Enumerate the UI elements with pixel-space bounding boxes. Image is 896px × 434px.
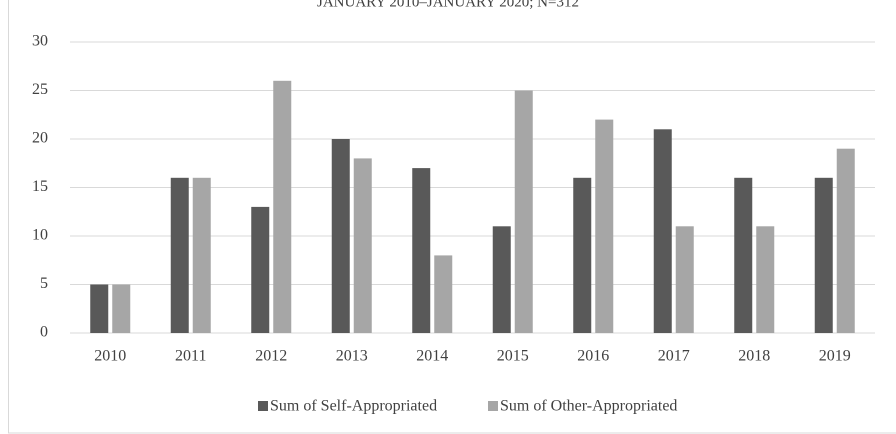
bar <box>653 129 672 333</box>
bar <box>836 148 855 333</box>
y-tick-label: 30 <box>32 33 48 50</box>
bar <box>434 255 453 333</box>
bar <box>814 177 833 333</box>
bar <box>573 177 592 333</box>
bar <box>514 90 533 333</box>
bar <box>756 226 775 333</box>
bar <box>734 177 753 333</box>
x-tick-label: 2014 <box>416 348 448 365</box>
y-tick-label: 15 <box>32 178 48 195</box>
bar <box>595 119 614 333</box>
legend-swatch <box>258 401 268 411</box>
bar <box>353 158 372 333</box>
x-tick-label: 2016 <box>577 348 609 365</box>
x-tick-label: 2011 <box>175 348 206 365</box>
bar <box>412 168 431 333</box>
bar <box>492 226 511 333</box>
bar <box>170 177 189 333</box>
y-tick-label: 20 <box>32 130 48 147</box>
y-tick-label: 0 <box>40 324 48 341</box>
y-tick-label: 10 <box>32 227 48 244</box>
bar <box>192 177 211 333</box>
x-tick-label: 2013 <box>336 348 368 365</box>
x-tick-label: 2010 <box>94 348 126 365</box>
bar <box>112 284 131 333</box>
y-tick-label: 5 <box>40 275 48 292</box>
bar <box>251 206 270 333</box>
y-tick-label: 25 <box>32 81 48 98</box>
bar <box>90 284 109 333</box>
bar <box>675 226 694 333</box>
chart-title: JANUARY 2010–JANUARY 2020; N=312 <box>317 0 579 10</box>
x-tick-label: 2018 <box>738 348 770 365</box>
bar <box>331 139 350 333</box>
bar <box>273 80 292 333</box>
legend-swatch <box>488 401 498 411</box>
x-tick-label: 2015 <box>497 348 529 365</box>
chart-frame <box>8 0 896 434</box>
legend-label: Sum of Self-Appropriated <box>270 398 437 415</box>
x-tick-label: 2017 <box>658 348 690 365</box>
x-tick-label: 2012 <box>255 348 287 365</box>
legend-label: Sum of Other-Appropriated <box>500 398 677 415</box>
x-tick-label: 2019 <box>819 348 851 365</box>
